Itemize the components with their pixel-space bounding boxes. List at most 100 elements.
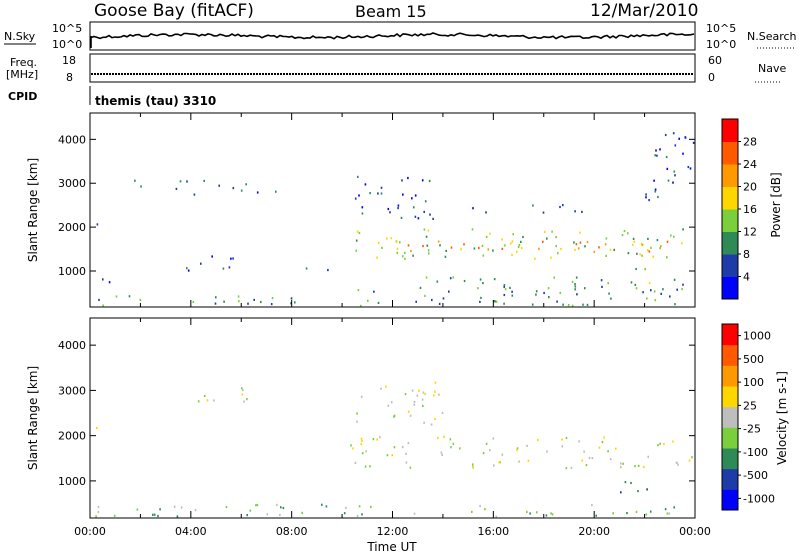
velocity-cell [266,513,269,516]
ytick-label: 4000 [58,133,86,146]
velocity-cell [365,450,367,453]
power-cell [678,137,680,140]
power-cell [493,278,496,281]
colorbar-tick-label: 8 [743,248,750,261]
velocity-cell [485,442,488,445]
power-cell [356,230,359,233]
velocity-cell [588,456,591,460]
freq-panel: Freq. [MHz] 18 8 60 0 Nave [6,53,786,84]
velocity-cell [416,394,419,397]
power-cell [389,211,391,214]
velocity-cell [643,465,645,468]
velocity-cell [545,514,548,517]
nave-tick-bottom: 0 [708,71,715,84]
velocity-cell [206,399,209,402]
power-cell [627,252,630,255]
velocity-panel-frame [89,317,696,519]
power-cell [423,228,426,231]
power-cell [543,291,545,295]
power-cell [635,287,638,290]
velocity-cell [440,451,443,454]
power-cell [397,204,400,207]
power-cell [673,278,676,281]
power-cell [676,288,678,291]
power-cell [584,287,586,290]
colorbar-tick-label: 24 [743,158,757,171]
power-region-5 [305,267,329,272]
colorbar-tick-label: -25 [743,423,761,436]
colorbar-tick-label: -1000 [743,492,775,505]
velocity-cell [386,454,389,457]
velocity-cell [607,450,609,453]
velocity-cell [213,399,215,402]
power-cell [485,235,488,238]
velocity-cell [153,513,156,516]
velocity-cell [301,511,303,514]
power-cell [673,170,676,173]
ytick-label: 4000 [58,339,86,352]
power-region-4 [186,255,234,272]
power-cell [228,266,231,269]
power-cell [559,291,562,295]
power-cell [598,246,600,249]
power-cell [535,290,538,293]
velocity-cell [405,461,408,464]
velocity-cell [194,508,197,512]
power-cell [511,240,514,243]
velocity-cell [677,463,679,466]
power-cell [377,301,380,304]
velocity-cell [360,395,363,398]
power-cell [480,296,482,299]
power-cell [223,300,225,303]
velocity-cell [526,444,528,447]
power-cell [222,267,225,270]
velocity-cell [489,449,491,452]
power-cell [193,193,196,196]
power-cell [613,248,615,251]
xtick-label: 04:00 [175,525,207,538]
power-cell [542,211,545,214]
power-cell [559,205,561,209]
velocity-cell [203,394,206,397]
velocity-cell [421,398,424,401]
power-cell [463,243,465,246]
power-cell [574,248,576,251]
power-cell [520,246,523,250]
power-cell [553,276,555,279]
velocity-cell [691,456,693,459]
power-cell [192,300,195,304]
velocity-cell [413,400,416,404]
power-cell [652,255,655,258]
power-cell [574,210,576,213]
velocity-cell [449,438,452,441]
power-cell [134,179,136,182]
power-cell [186,180,188,183]
velocity-colorbar: 1000 500 100 25 -25 -100 -500 -1000 [721,323,775,511]
power-cell [494,300,496,303]
power-cell [230,257,232,260]
power-cell [270,303,273,306]
power-cell [531,303,534,306]
colorbar-swatch [722,324,738,346]
power-cell [431,298,433,302]
velocity-cell [358,505,361,508]
velocity-cell [385,385,387,388]
colorbar-tick-label: 28 [743,136,757,149]
velocity-cell [241,393,244,396]
velocity-cell [356,514,359,517]
colorbar-swatch [722,276,738,300]
power-cell [660,292,662,295]
velocity-cell [176,515,179,518]
ytick-label: 2000 [58,430,86,443]
velocity-cell [225,506,228,509]
velocity-cell [441,411,444,414]
power-cell [623,229,626,233]
power-cell [548,296,550,299]
power-cell [399,241,401,244]
velocity-cell [550,512,552,515]
velocity-cell [407,410,410,413]
power-cell [667,179,670,182]
power-cell [646,297,648,300]
power-cell [471,228,474,231]
